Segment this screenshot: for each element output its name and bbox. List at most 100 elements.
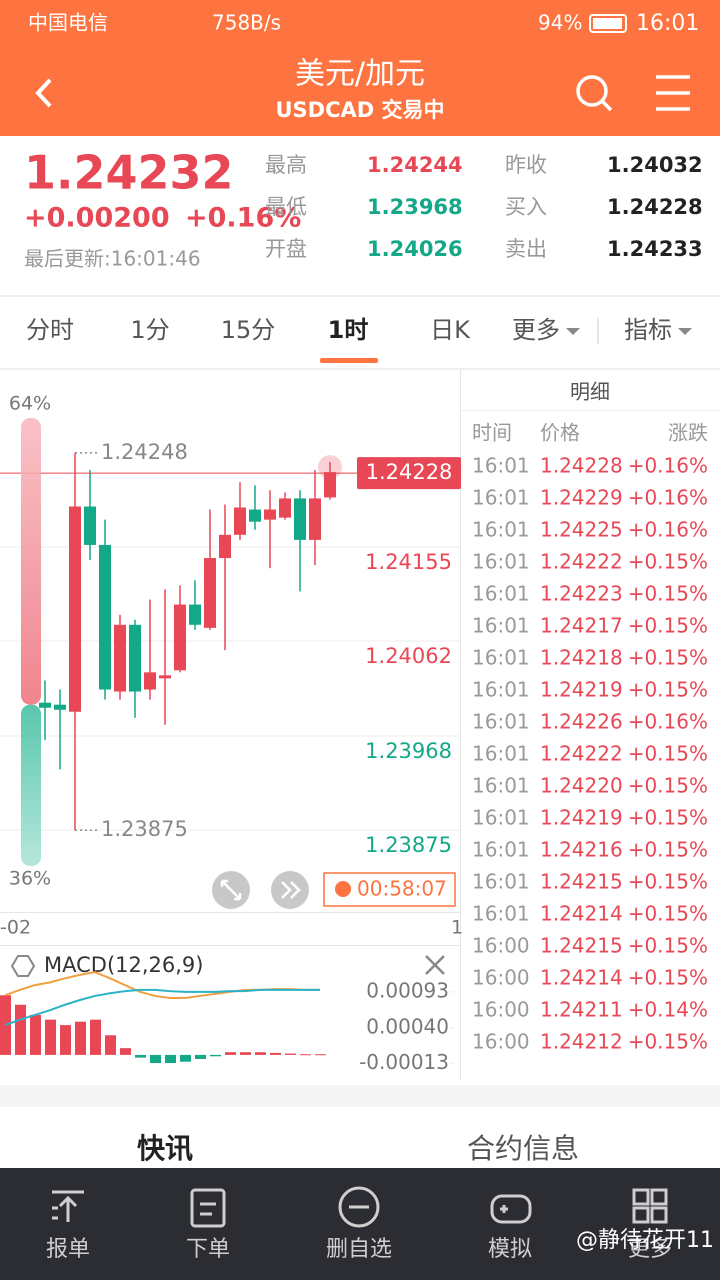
dropdown-arrow (678, 328, 692, 335)
bottom-nav-bg (0, 1168, 720, 1280)
candle-body (294, 498, 306, 540)
macd-bar (15, 1004, 26, 1055)
detail-column: 价格 (540, 421, 580, 445)
macd-bar (45, 1019, 56, 1055)
detail-cell: 1.24229 (540, 486, 623, 510)
title: 美元/加元 (295, 57, 425, 92)
nav-item[interactable]: 模拟 (488, 1237, 532, 1262)
nav-item[interactable]: 更多 (628, 1237, 672, 1262)
tab[interactable]: 更多 (512, 316, 560, 344)
watermark: @静待花开11 (576, 1228, 714, 1253)
tab[interactable]: 15分 (221, 316, 276, 344)
detail-cell: 16:01 (472, 902, 530, 926)
sentiment-down (21, 704, 41, 866)
detail-cell: 16:01 (472, 710, 530, 734)
settings-icon[interactable] (10, 955, 36, 977)
battery-percent: 94% (538, 11, 582, 35)
macd-bar (210, 1054, 221, 1057)
tab[interactable]: 1分 (130, 316, 169, 344)
detail-cell: +0.15% (628, 934, 708, 958)
search-button[interactable] (576, 75, 613, 112)
quote-value: 1.24026 (367, 237, 463, 261)
candle-body (219, 534, 231, 559)
divider (0, 368, 720, 370)
bottom-tab[interactable]: 合约信息 (467, 1132, 579, 1165)
candle-body (99, 544, 111, 690)
candle-body (264, 509, 276, 520)
candle-body (69, 506, 81, 712)
detail-cell: 16:01 (472, 614, 530, 638)
tab[interactable]: 1时 (328, 316, 369, 344)
bottom-tab[interactable]: 快讯 (137, 1132, 193, 1165)
macd-bar (135, 1054, 146, 1058)
price-change: +0.00200 (24, 203, 170, 234)
candle-body (144, 672, 156, 690)
macd-line (4, 988, 320, 1027)
detail-cell: 1.24214 (540, 902, 623, 926)
detail-cell: +0.15% (628, 902, 708, 926)
menu-button[interactable] (656, 75, 690, 111)
sentiment-up-label: 64% (9, 393, 51, 415)
candle-body (324, 472, 336, 498)
nav-icons (52, 1186, 668, 1228)
macd-title: MACD(12,26,9) (44, 953, 204, 977)
last-price-tag-label: 1.24228 (366, 460, 453, 484)
detail-cell: 1.24222 (540, 550, 623, 574)
detail-cell: 1.24220 (540, 774, 623, 798)
last-price-glow (318, 455, 342, 480)
tab[interactable]: 日K (430, 316, 471, 344)
detail-cell: 1.24217 (540, 614, 623, 638)
divider (0, 295, 720, 297)
macd-bar (195, 1054, 206, 1059)
close-button[interactable] (425, 955, 445, 975)
clock: 16:01 (636, 11, 699, 36)
y-tick-label: 0.00040 (366, 1014, 449, 1038)
divider (460, 370, 461, 1080)
tab[interactable]: 指标 (624, 316, 672, 344)
detail-cell: +0.15% (628, 582, 708, 606)
detail-cell: +0.15% (628, 774, 708, 798)
candle-body (234, 507, 246, 535)
battery-icon (589, 14, 627, 33)
divider (461, 410, 720, 411)
detail-cell: +0.14% (628, 998, 708, 1022)
clock-icon (335, 881, 351, 897)
nav-item[interactable]: 下单 (186, 1237, 230, 1262)
detail-cell: 16:01 (472, 678, 530, 702)
macd-bar (75, 1021, 86, 1055)
detail-cell: +0.16% (628, 518, 708, 542)
price-change-pct: +0.16% (185, 203, 301, 234)
macd-bar (180, 1054, 191, 1062)
candle-body (309, 498, 321, 540)
subtitle: USDCAD 交易中 (275, 98, 444, 122)
detail-cell: +0.15% (628, 1030, 708, 1054)
candle-body (129, 624, 141, 692)
nav-item[interactable]: 报单 (46, 1237, 90, 1262)
carrier: 中国电信 (28, 11, 108, 35)
detail-cell: 1.24215 (540, 934, 623, 958)
y-tick-label: 1.23875 (365, 833, 452, 857)
tab[interactable]: 分时 (26, 316, 74, 344)
quote-label: 开盘 (265, 237, 307, 261)
detail-cell: 1.24212 (540, 1030, 623, 1054)
countdown: 00:58:07 (357, 877, 447, 901)
detail-cell: 16:00 (472, 1030, 530, 1054)
detail-cell: 1.24219 (540, 806, 623, 830)
active-tab-indicator (320, 358, 378, 363)
divider (0, 912, 460, 913)
detail-cell: 16:01 (472, 454, 530, 478)
macd-bar (165, 1054, 176, 1064)
detail-cell: 1.24215 (540, 870, 623, 894)
detail-cell: 16:01 (472, 774, 530, 798)
detail-cell: +0.15% (628, 806, 708, 830)
macd-bar (285, 1053, 296, 1055)
nav-item[interactable]: 删自选 (326, 1237, 392, 1262)
detail-cell: 1.24228 (540, 454, 623, 478)
candle-body (114, 624, 126, 692)
back-button[interactable] (35, 78, 52, 108)
macd-bar (105, 1035, 116, 1055)
macd-bar (30, 1014, 41, 1055)
detail-cell: 16:00 (472, 998, 530, 1022)
detail-cell: +0.15% (628, 678, 708, 702)
